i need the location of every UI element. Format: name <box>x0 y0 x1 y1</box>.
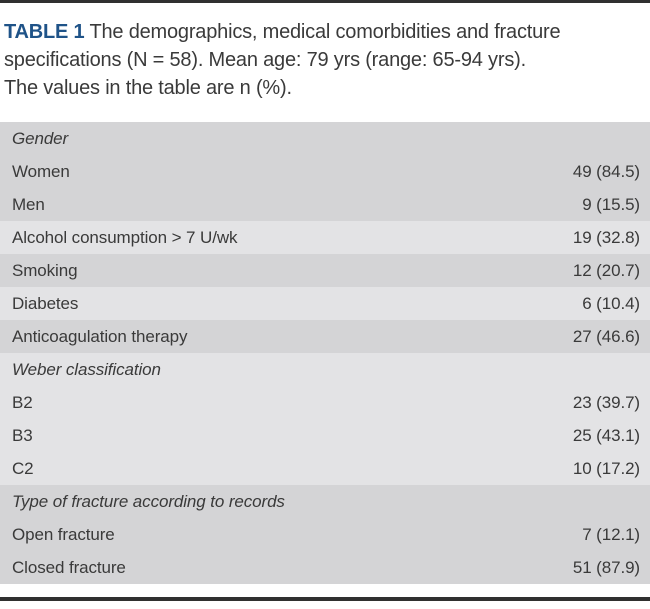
table-row: Anticoagulation therapy 27 (46.6) <box>0 320 650 353</box>
table-row: Closed fracture 51 (87.9) <box>0 551 650 584</box>
row-value: 23 (39.7) <box>572 392 640 412</box>
table-row: Weber classification <box>0 353 650 386</box>
table-body: Gender Women 49 (84.5) Men 9 (15.5) Alcohol c… <box>0 122 650 584</box>
row-value: 12 (20.7) <box>572 260 640 280</box>
row-label: Men <box>12 194 45 214</box>
table-row: Smoking 12 (20.7) <box>0 254 650 287</box>
row-label: C2 <box>12 458 34 478</box>
row-label: Type of fracture according to records <box>12 491 285 511</box>
row-label: Closed fracture <box>12 557 126 577</box>
row-label: B3 <box>12 425 33 445</box>
caption-line-2: specifications (N = 58). Mean age: 79 yr… <box>4 46 646 74</box>
table-row: Gender <box>0 122 650 155</box>
caption-line-1: TABLE 1 The demographics, medical comorb… <box>4 18 646 46</box>
row-value: 6 (10.4) <box>582 293 640 313</box>
table-row: Men 9 (15.5) <box>0 188 650 221</box>
row-value: 49 (84.5) <box>572 161 640 181</box>
table-row: C2 10 (17.2) <box>0 452 650 485</box>
row-label: Diabetes <box>12 293 79 313</box>
row-value: 25 (43.1) <box>572 425 640 445</box>
row-label: Gender <box>12 128 69 148</box>
caption-line-3: The values in the table are n (%). <box>4 74 646 102</box>
row-value: 10 (17.2) <box>572 458 640 478</box>
table-row: Type of fracture according to records <box>0 485 650 518</box>
table-row: Diabetes 6 (10.4) <box>0 287 650 320</box>
table-caption: TABLE 1 The demographics, medical comorb… <box>4 18 646 102</box>
row-value: 27 (46.6) <box>572 326 640 346</box>
caption-text-2: specifications (N = 58). Mean age: 79 yr… <box>4 49 526 71</box>
row-label: Smoking <box>12 260 78 280</box>
row-label: B2 <box>12 392 33 412</box>
caption-text-3: The values in the table are n (%). <box>4 77 292 99</box>
row-label: Alcohol consumption > 7 U/wk <box>12 227 238 247</box>
row-value: 51 (87.9) <box>572 557 640 577</box>
caption-text-1: The demographics, medical comorbidities … <box>89 21 561 43</box>
table-row: Open fracture 7 (12.1) <box>0 518 650 551</box>
bottom-rule <box>0 597 650 601</box>
top-rule <box>0 0 650 3</box>
row-label: Anticoagulation therapy <box>12 326 188 346</box>
row-label: Open fracture <box>12 524 115 544</box>
table-row: Alcohol consumption > 7 U/wk 19 (32.8) <box>0 221 650 254</box>
table-row: B3 25 (43.1) <box>0 419 650 452</box>
row-label: Women <box>12 161 70 181</box>
row-value: 19 (32.8) <box>572 227 640 247</box>
row-value: 7 (12.1) <box>582 524 640 544</box>
table-row: Women 49 (84.5) <box>0 155 650 188</box>
table-row: B2 23 (39.7) <box>0 386 650 419</box>
row-label: Weber classification <box>12 359 161 379</box>
row-value: 9 (15.5) <box>582 194 640 214</box>
table-number-label: TABLE 1 <box>4 21 85 43</box>
